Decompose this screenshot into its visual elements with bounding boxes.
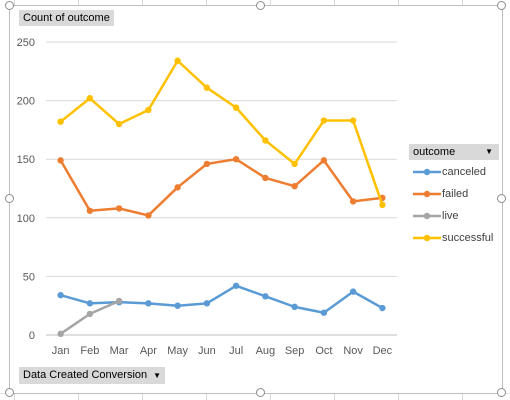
y-tick-label: 100 (17, 213, 35, 225)
y-tick-label: 150 (17, 154, 35, 166)
x-tick-label: Aug (256, 345, 276, 357)
legend-marker (413, 168, 441, 176)
legend-item-failed: failed (412, 188, 468, 200)
resize-handle-top-right[interactable] (497, 1, 506, 10)
y-tick-label: 0 (29, 330, 35, 342)
data-point-failed (86, 207, 94, 214)
chart-area[interactable] (9, 5, 503, 394)
data-point-canceled (349, 288, 357, 295)
legend-marker (413, 190, 441, 198)
data-point-canceled (232, 282, 240, 289)
legend-label: failed (442, 188, 469, 201)
x-tick-label: Jul (229, 345, 243, 357)
data-point-successful (115, 120, 123, 128)
legend-marker (413, 212, 441, 220)
chevron-down-icon: ▼ (485, 147, 493, 156)
resize-handle-bottom-left[interactable] (5, 388, 14, 397)
x-tick-label: Apr (140, 345, 157, 357)
legend-item-successful: successful (412, 232, 493, 244)
data-point-failed (320, 157, 328, 164)
resize-handle-top-center[interactable] (256, 1, 265, 10)
data-point-successful (203, 84, 211, 91)
data-point-failed (174, 184, 181, 191)
data-point-live (57, 330, 64, 338)
axis-field-button[interactable]: Data Created Conversion ▼ (19, 367, 166, 384)
data-point-canceled (145, 300, 152, 307)
x-tick-label: Jun (198, 345, 216, 357)
legend-label: canceled (442, 166, 487, 179)
resize-handle-top-left[interactable] (5, 1, 14, 10)
data-point-failed (232, 156, 240, 163)
value-field-label: Count of outcome (23, 12, 110, 24)
resize-handle-bottom-right[interactable] (497, 388, 506, 397)
data-point-canceled (203, 300, 211, 307)
y-tick-label: 50 (23, 271, 35, 283)
series-line-successful (59, 59, 384, 207)
data-point-successful (291, 160, 298, 168)
data-point-canceled (86, 300, 94, 307)
data-point-successful (262, 137, 269, 144)
data-point-canceled (291, 303, 298, 311)
legend-label: successful (442, 232, 494, 245)
data-point-successful (86, 95, 94, 102)
data-point-failed (349, 198, 357, 205)
data-point-failed (262, 174, 269, 182)
value-field-button[interactable]: Count of outcome (19, 10, 114, 26)
x-tick-label: Nov (343, 345, 363, 357)
data-point-successful (145, 106, 152, 114)
x-tick-label: Dec (373, 345, 393, 357)
chevron-down-icon: ▼ (153, 371, 162, 380)
legend-label: live (442, 210, 459, 223)
legend-item-live: live (412, 210, 459, 222)
resize-handle-bottom-center[interactable] (256, 388, 265, 397)
x-tick-label: Mar (110, 345, 129, 357)
x-tick-label: Feb (80, 345, 99, 357)
data-point-canceled (57, 291, 64, 299)
data-point-live (115, 297, 123, 305)
data-point-live (86, 310, 94, 318)
data-point-successful (57, 118, 64, 125)
data-point-successful (232, 104, 240, 111)
data-point-failed (115, 205, 123, 212)
resize-handle-middle-left[interactable] (5, 194, 14, 203)
data-point-failed (203, 160, 211, 168)
y-tick-label: 250 (17, 37, 35, 49)
legend-field-label: outcome (413, 146, 456, 158)
data-point-successful (349, 117, 357, 124)
data-point-failed (145, 212, 152, 219)
y-tick-label: 200 (17, 96, 35, 108)
data-point-canceled (379, 304, 386, 312)
data-point-canceled (174, 302, 181, 309)
data-point-failed (291, 182, 298, 190)
data-point-failed (57, 157, 64, 164)
data-point-successful (320, 117, 328, 124)
data-point-canceled (262, 293, 269, 300)
data-point-canceled (320, 309, 328, 316)
x-tick-label: May (167, 345, 188, 357)
legend-item-canceled: canceled (412, 166, 486, 178)
legend-marker (413, 234, 441, 242)
series-line-failed (59, 157, 384, 217)
x-tick-label: Oct (315, 345, 332, 357)
x-tick-label: Sep (285, 345, 305, 357)
x-tick-label: Jan (52, 345, 70, 357)
data-point-successful (379, 201, 386, 209)
series-line-canceled (59, 284, 384, 314)
resize-handle-middle-right[interactable] (497, 194, 506, 203)
data-point-successful (174, 57, 181, 64)
legend-field-button[interactable]: outcome ▼ (409, 144, 499, 160)
axis-field-label: Data Created Conversion (23, 369, 148, 381)
